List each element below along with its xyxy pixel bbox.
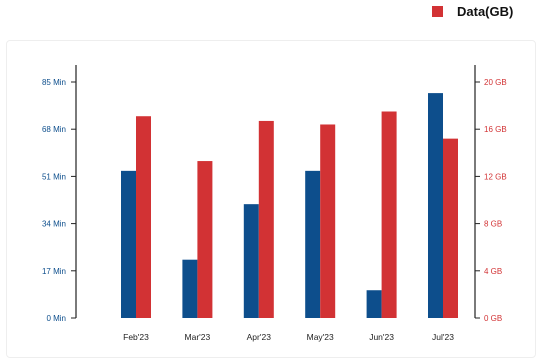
bar-minutes — [366, 290, 382, 318]
legend-swatch-data — [432, 6, 443, 17]
x-tick-label: Jun'23 — [369, 332, 394, 342]
bar-minutes — [243, 204, 259, 318]
right-tick-label: 20 GB — [484, 78, 507, 87]
legend-label-data: Data(GB) — [457, 4, 514, 19]
x-tick-label: Jul'23 — [432, 332, 454, 342]
right-tick-label: 16 GB — [484, 125, 507, 134]
right-tick-label: 12 GB — [484, 172, 507, 181]
x-axis-ticks: Feb'23 Mar'23 Apr'23 May'23 Jun'23 Jul'23 — [123, 332, 454, 342]
bar-data-gb — [258, 120, 274, 318]
bar-data-gb — [381, 111, 397, 318]
bar-minutes — [121, 170, 136, 318]
bar-data-gb — [320, 124, 336, 318]
left-axis-ticks: 0 Min 17 Min 34 Min 51 Min 68 Min 85 Min — [42, 78, 76, 323]
bar-minutes — [428, 93, 443, 318]
legend: Data(GB) — [432, 4, 513, 19]
left-tick-label: 68 Min — [42, 125, 66, 134]
bars — [121, 93, 458, 318]
left-tick-label: 51 Min — [42, 172, 66, 181]
right-tick-label: 0 GB — [484, 314, 502, 323]
right-tick-label: 4 GB — [484, 267, 502, 276]
left-tick-label: 0 Min — [46, 314, 66, 323]
right-tick-label: 8 GB — [484, 220, 502, 229]
left-tick-label: 17 Min — [42, 267, 66, 276]
bar-minutes — [305, 170, 321, 318]
x-tick-label: Feb'23 — [123, 332, 149, 342]
right-axis-ticks: 0 GB 4 GB 8 GB 12 GB 16 GB 20 GB — [475, 78, 507, 323]
bar-minutes — [182, 259, 198, 318]
bar-data-gb — [197, 161, 213, 318]
x-tick-label: May'23 — [307, 332, 334, 342]
bar-data-gb — [443, 138, 458, 318]
x-tick-label: Apr'23 — [247, 332, 272, 342]
left-tick-label: 34 Min — [42, 220, 66, 229]
bar-data-gb — [136, 116, 151, 318]
left-tick-label: 85 Min — [42, 78, 66, 87]
x-tick-label: Mar'23 — [185, 332, 211, 342]
